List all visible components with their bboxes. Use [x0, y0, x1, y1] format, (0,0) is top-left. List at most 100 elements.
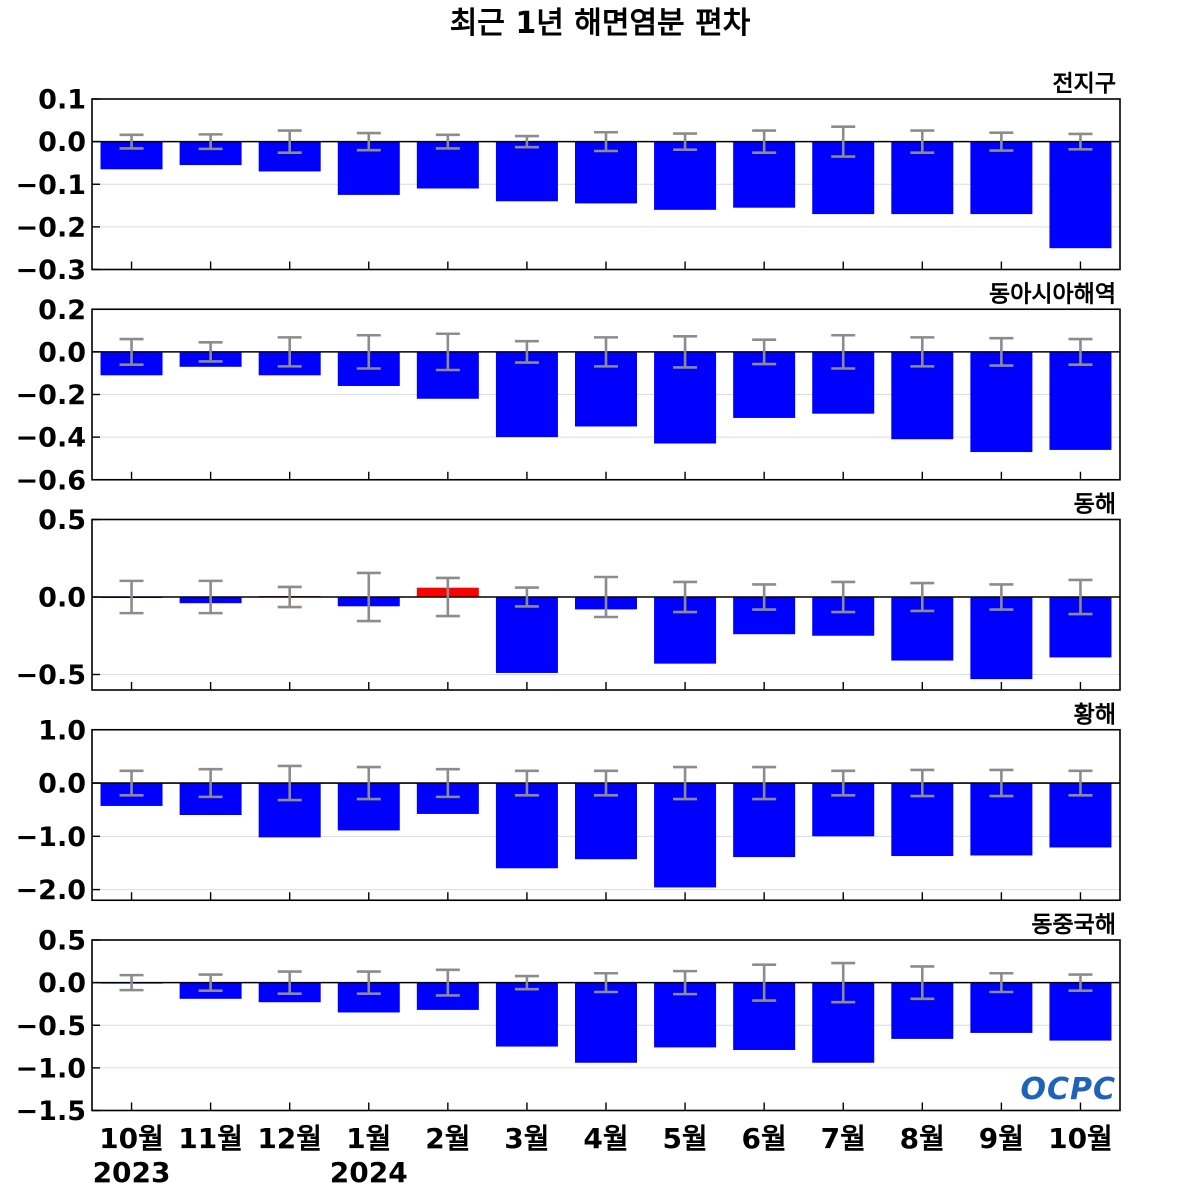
panel-title: 동중국해 [1031, 912, 1116, 938]
y-tick-label: 0.0 [38, 968, 86, 999]
error-bar [594, 575, 618, 619]
y-tick-label: 0.0 [38, 127, 86, 158]
error-bar [752, 583, 777, 611]
error-bar [277, 585, 302, 609]
x-tick-label: 5월 [662, 1122, 707, 1155]
error-bar [910, 336, 935, 368]
panel-3: 0.5 0.0 −0.5 동해 [16, 492, 1121, 691]
anomaly-bar [495, 597, 558, 673]
error-bar [356, 571, 381, 623]
error-bar [673, 969, 698, 996]
error-bar [435, 576, 460, 618]
panel-title: 황해 [1074, 702, 1116, 728]
x-tick-label: 9월 [979, 1122, 1024, 1155]
error-bar [1068, 973, 1093, 992]
error-bar [831, 580, 856, 614]
year-label: 2023 [93, 1156, 171, 1189]
error-bar [356, 970, 381, 996]
panel-title: 전지구 [1053, 71, 1116, 97]
error-bar [356, 333, 381, 370]
error-bar [594, 769, 618, 797]
anomaly-bar [1049, 982, 1112, 1041]
error-bar [277, 970, 302, 996]
x-tick-label: 8월 [900, 1122, 945, 1155]
y-tick-label: −1.0 [16, 1053, 86, 1084]
anomaly-bar [495, 783, 558, 869]
y-tick-label: 0.0 [38, 769, 86, 800]
error-bar [514, 769, 539, 797]
error-bar [1068, 337, 1093, 366]
error-bar [277, 336, 302, 368]
error-bar [752, 338, 777, 366]
error-bar [514, 339, 539, 364]
panel-title: 동해 [1074, 492, 1116, 518]
anomaly-bar [179, 141, 242, 166]
error-bar [910, 581, 935, 613]
y-tick-label: −0.5 [16, 660, 86, 691]
error-bar [514, 586, 539, 608]
anomaly-bar [1049, 351, 1112, 450]
error-bar [752, 765, 777, 801]
y-tick-label: 0.5 [38, 926, 86, 957]
y-tick-label: −1.5 [16, 1096, 86, 1127]
error-bar [119, 337, 144, 366]
x-tick-label: 7월 [821, 1122, 866, 1155]
anomaly-bar [1049, 141, 1112, 249]
error-bar [989, 583, 1014, 611]
year-label: 2024 [330, 1156, 408, 1189]
error-bar [119, 133, 144, 150]
y-tick-label: −1.0 [16, 822, 86, 853]
error-bar [989, 768, 1014, 798]
error-bar [514, 974, 539, 991]
ocpc-logo: OCPC [1020, 1072, 1116, 1107]
error-bar [435, 332, 460, 372]
y-tick-label: 0.1 [38, 85, 86, 116]
anomaly-bar [495, 982, 558, 1047]
anomaly-bar [575, 982, 637, 1063]
y-tick-label: −0.2 [16, 212, 86, 243]
error-bar [989, 971, 1014, 994]
panel-4: 1.0 0.0 −1.0 −2.0 황해 [16, 702, 1121, 906]
error-bar [831, 333, 856, 370]
x-tick-label: 11월 [178, 1122, 243, 1155]
error-bar [831, 961, 856, 1004]
anomaly-bar [654, 141, 717, 210]
error-bar [198, 973, 223, 992]
error-bar [277, 764, 302, 802]
error-bar [435, 767, 460, 799]
error-bar [910, 768, 935, 798]
error-bar [514, 134, 539, 149]
error-bar [594, 130, 618, 153]
panel-1: 0.1 0.0 −0.1 −0.2 −0.3 전지구 [16, 71, 1121, 286]
y-tick-label: 0.0 [38, 583, 86, 614]
error-bar [673, 335, 698, 369]
x-tick-label: 2월 [425, 1122, 470, 1155]
x-tick-label: 10월 [1048, 1122, 1113, 1155]
chart-panels: 0.1 0.0 −0.1 −0.2 −0.3 전지구 0.2 0.0 −0.2 −0.4 −0.6 동… [16, 71, 1121, 1127]
error-bar [673, 132, 698, 152]
anomaly-bar [495, 351, 558, 438]
y-tick-label: −0.2 [16, 380, 86, 411]
y-tick-label: −0.1 [16, 170, 86, 201]
error-bar [356, 765, 381, 801]
anomaly-bar [495, 141, 558, 202]
error-bar [119, 579, 144, 615]
anomaly-bar [970, 351, 1033, 453]
y-tick-label: 0.5 [38, 505, 86, 536]
error-bar [119, 973, 144, 992]
error-bar [831, 769, 856, 797]
panel-5: 0.5 0.0 −0.5 −1.0 −1.5 동중국해 [16, 912, 1121, 1127]
error-bar [198, 767, 223, 799]
x-tick-label: 6월 [742, 1122, 787, 1155]
y-tick-label: −0.3 [16, 255, 86, 286]
error-bar [989, 336, 1014, 367]
error-bar [435, 968, 460, 997]
logo-text: OCPC [1020, 1072, 1116, 1107]
error-bar [594, 336, 618, 368]
error-bar [198, 340, 223, 363]
error-bar [119, 769, 144, 797]
y-tick-label: −0.5 [16, 1011, 86, 1042]
error-bar [752, 129, 777, 155]
y-tick-label: −0.4 [16, 423, 86, 454]
